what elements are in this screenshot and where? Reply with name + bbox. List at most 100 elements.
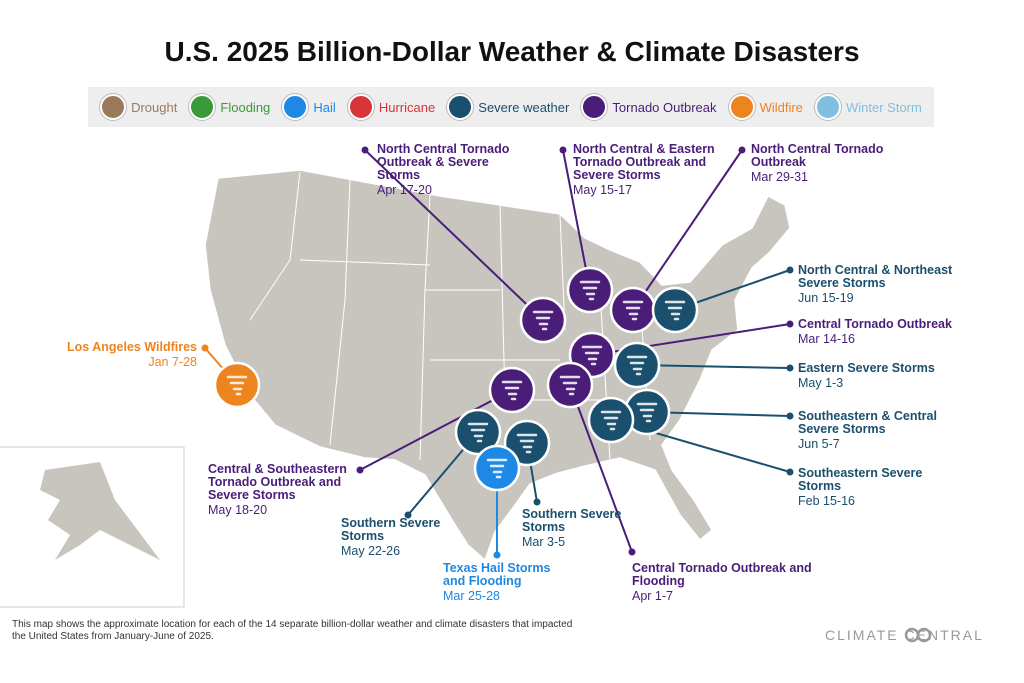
event-name: North Central Tornado Outbreak (751, 142, 884, 169)
leader-line (359, 389, 513, 471)
event-icon (454, 408, 502, 456)
event-icon (519, 296, 567, 344)
event-name: North Central & Northeast Severe Storms (798, 263, 953, 290)
legend-label: Severe weather (478, 99, 570, 115)
legend-item: Tornado Outbreak (581, 94, 717, 120)
event-glyph (664, 300, 686, 321)
leader-line (364, 149, 544, 321)
leader-dot (786, 468, 794, 476)
leader-dot (356, 466, 364, 474)
event-date: Jan 7-28 (148, 355, 197, 369)
leader-dot (404, 511, 412, 519)
leader-dot (559, 146, 567, 154)
event-date: Mar 3-5 (522, 535, 566, 549)
legend-item: Hail (282, 94, 336, 120)
event-glyph (226, 375, 248, 396)
event-date: Feb 15-16 (798, 494, 855, 508)
event-glyph (581, 345, 603, 366)
event-label: Central Tornado Outbreak and Flooding Apr… (632, 562, 812, 603)
event-name: Southern Severe Storms (341, 516, 441, 543)
event-name: Southeastern & Central Severe Storms (798, 409, 937, 436)
legend-label: Flooding (220, 99, 271, 115)
event-icon (566, 266, 614, 314)
event-icon (587, 396, 635, 444)
legend-item: Wildfire (728, 94, 803, 120)
brand-logo (904, 627, 932, 643)
event-label: Southern Severe Storms Mar 3-5 (522, 508, 622, 549)
legend-label: Winter Storm (846, 99, 922, 115)
event-icon (488, 366, 536, 414)
event-label: Eastern Severe Storms May 1-3 (798, 362, 978, 390)
event-label: Southeastern Severe Storms Feb 15-16 (798, 467, 948, 508)
legend-icon (347, 94, 374, 120)
event-date: Apr 17-20 (377, 183, 432, 197)
event-name: North Central Tornado Outbreak & Severe … (377, 142, 510, 182)
event-name: Central & Southeastern Tornado Outbreak … (208, 462, 347, 502)
event-icon (213, 361, 261, 409)
legend-icon (815, 94, 841, 120)
legend-item: Flooding (189, 94, 270, 120)
alaska (40, 462, 160, 560)
event-label: North Central Tornado Outbreak Mar 29-31 (751, 143, 901, 184)
event-icon (546, 361, 594, 409)
legend-item: Drought (100, 94, 177, 120)
event-label: Texas Hail Storms and Flooding Mar 25-28 (443, 562, 573, 603)
legend-label: Wildfire (759, 99, 803, 115)
event-date: Mar 29-31 (751, 170, 808, 184)
event-name: Eastern Severe Storms (798, 361, 935, 375)
event-name: North Central & Eastern Tornado Outbreak… (573, 142, 715, 182)
leader-line (646, 411, 791, 417)
event-date: Jun 5-7 (798, 437, 840, 451)
footnote: This map shows the approximate location … (12, 619, 573, 642)
alaska-box (0, 446, 185, 608)
event-date: Jun 15-19 (798, 291, 854, 305)
event-name: Southeastern Severe Storms (798, 466, 923, 493)
event-icon (473, 444, 521, 492)
leader-dot (533, 498, 541, 506)
leader-dot (786, 364, 794, 372)
event-glyph (622, 300, 644, 321)
event-date: Mar 14-16 (798, 332, 855, 346)
event-glyph (579, 280, 601, 301)
legend-icon (447, 94, 474, 120)
leader-dot (786, 266, 794, 274)
event-label: Central Tornado Outbreak Mar 14-16 (798, 318, 978, 346)
leader-dot (493, 551, 501, 559)
us-map (204, 169, 791, 562)
event-label: Southern Severe Storms May 22-26 (341, 517, 441, 558)
event-glyph (501, 380, 523, 401)
leader-dot (738, 146, 746, 154)
event-label: Central & Southeastern Tornado Outbreak … (208, 463, 358, 517)
legend-item: Winter Storm (815, 94, 922, 120)
event-date: May 15-17 (573, 183, 633, 197)
event-icon (503, 419, 551, 467)
leader-line (562, 149, 591, 291)
legend-icon (581, 94, 608, 120)
event-glyph (600, 410, 622, 431)
event-glyph (626, 355, 648, 376)
event-glyph (559, 375, 581, 396)
event-label: North Central Tornado Outbreak & Severe … (377, 143, 527, 197)
event-markers (201, 146, 794, 559)
legend-item: Hurricane (347, 94, 436, 120)
leader-dot (628, 548, 636, 556)
event-glyph (636, 402, 658, 423)
legend-label: Hurricane (378, 99, 436, 115)
leader-line (632, 149, 743, 311)
event-name: Los Angeles Wildfires (66, 340, 197, 354)
event-date: May 1-3 (798, 376, 844, 390)
title: U.S. 2025 Billion-Dollar Weather & Clima… (164, 36, 860, 67)
event-icon (609, 286, 657, 334)
event-glyph (532, 310, 554, 331)
leader-line (569, 384, 633, 553)
leader-dot (361, 146, 369, 154)
legend-label: Tornado Outbreak (612, 99, 717, 115)
event-label: North Central & Eastern Tornado Outbreak… (573, 143, 723, 197)
event-date: Apr 1-7 (632, 589, 673, 603)
legend-icon (282, 94, 309, 120)
legend-icon (728, 94, 755, 120)
leader-dot (201, 344, 209, 352)
event-glyph (467, 422, 489, 443)
